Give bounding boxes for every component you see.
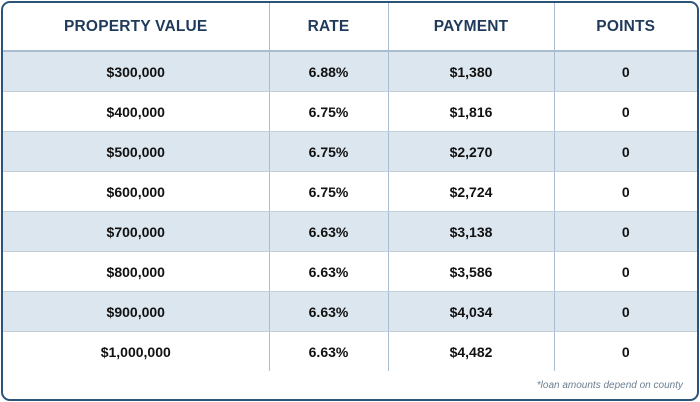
header-points: POINTS [554,3,697,52]
property-value-cell: $700,000 [3,211,270,252]
table-row: $800,000 6.63% $3,586 0 [3,251,697,292]
header-rate: RATE [269,3,389,52]
header-property-value: PROPERTY VALUE [3,3,270,52]
payment-cell: $1,816 [388,91,555,132]
property-value-cell: $500,000 [3,131,270,172]
points-cell: 0 [554,291,697,332]
payment-cell: $3,138 [388,211,555,252]
points-cell: 0 [554,211,697,252]
payment-cell: $2,724 [388,171,555,212]
table-row: $700,000 6.63% $3,138 0 [3,211,697,252]
property-value-cell: $1,000,000 [3,331,270,371]
points-cell: 0 [554,91,697,132]
payment-cell: $2,270 [388,131,555,172]
rate-cell: 6.63% [269,291,389,332]
payment-cell: $4,034 [388,291,555,332]
table-row: $500,000 6.75% $2,270 0 [3,131,697,172]
payment-cell: $1,380 [388,51,555,92]
table-row: $1,000,000 6.63% $4,482 0 [3,331,697,371]
rate-cell: 6.63% [269,331,389,371]
table-row: $900,000 6.63% $4,034 0 [3,291,697,332]
rate-cell: 6.63% [269,211,389,252]
property-value-cell: $600,000 [3,171,270,212]
table-row: $400,000 6.75% $1,816 0 [3,91,697,132]
table-row: $600,000 6.75% $2,724 0 [3,171,697,212]
points-cell: 0 [554,51,697,92]
points-cell: 0 [554,251,697,292]
table-header-row: PROPERTY VALUE RATE PAYMENT POINTS [3,3,697,52]
property-value-cell: $300,000 [3,51,270,92]
rate-cell: 6.88% [269,51,389,92]
rate-table: PROPERTY VALUE RATE PAYMENT POINTS $300,… [3,3,697,371]
footnote: *loan amounts depend on county [536,380,683,391]
rate-cell: 6.63% [269,251,389,292]
header-payment: PAYMENT [388,3,555,52]
table-row: $300,000 6.88% $1,380 0 [3,51,697,92]
rate-cell: 6.75% [269,131,389,172]
property-value-cell: $900,000 [3,291,270,332]
payment-cell: $4,482 [388,331,555,371]
property-value-cell: $800,000 [3,251,270,292]
property-value-cell: $400,000 [3,91,270,132]
payment-cell: $3,586 [388,251,555,292]
points-cell: 0 [554,131,697,172]
points-cell: 0 [621,343,630,360]
points-cell: 0 [554,171,697,212]
rate-cell: 6.75% [269,171,389,212]
rate-cell: 6.75% [269,91,389,132]
